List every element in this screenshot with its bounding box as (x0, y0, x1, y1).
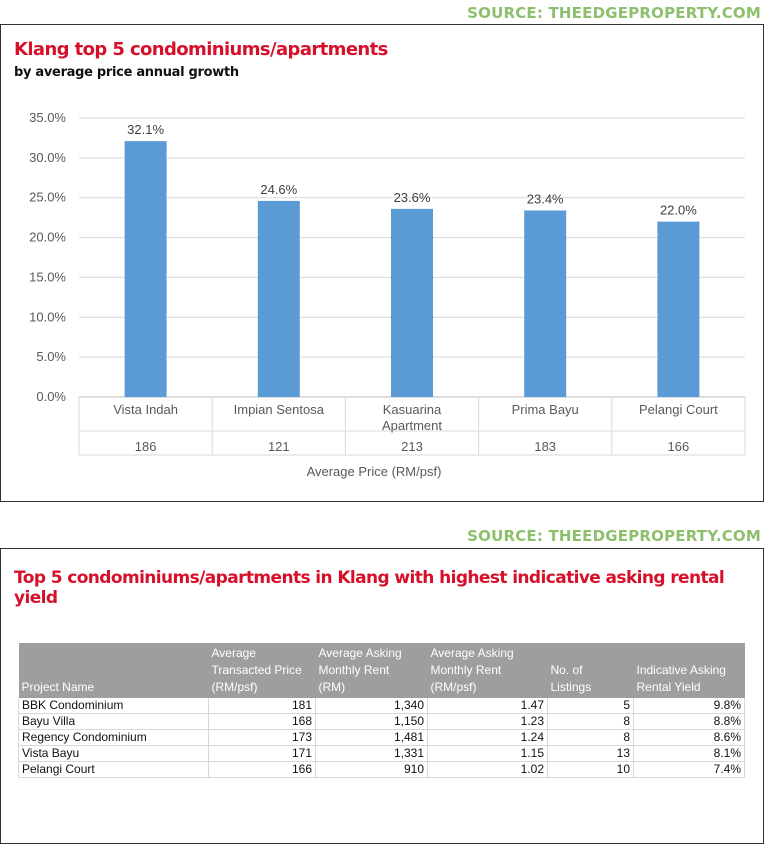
bar (657, 221, 700, 397)
column-header-line: Transacted Price (211, 663, 302, 677)
project-name-cell: Regency Condominium (18, 729, 209, 746)
table-row: Pelangi Court 166 910 1.02 10 7.4% (18, 761, 745, 778)
x-axis-label: Average Price (RM/psf) (307, 464, 442, 479)
data-label: 23.4% (527, 191, 564, 206)
x-tick-label: Vista Indah (113, 402, 178, 417)
column-header-line: Indicative Asking (636, 663, 726, 677)
project-name-cell: Pelangi Court (18, 761, 209, 778)
table-cell: 1,481 (315, 729, 428, 746)
column-header-line: Rental Yield (636, 680, 701, 694)
table-cell: 1.23 (427, 713, 548, 730)
table-cell: 1.47 (427, 698, 548, 714)
table-row: Bayu Villa 168 1,150 1.23 8 8.8% (18, 713, 745, 730)
column-header-line: Average Asking (430, 646, 514, 660)
secondary-tick-label: 186 (135, 439, 157, 454)
x-tick-label: Prima Bayu (512, 402, 579, 417)
table-row: BBK Condominium 181 1,340 1.47 5 9.8% (18, 698, 745, 714)
column-header: Average Transacted Price (RM/psf) (208, 643, 316, 698)
table-cell: 1,331 (315, 745, 428, 762)
table-panel: Top 5 condominiums/apartments in Klang w… (0, 548, 764, 844)
table-cell: 8 (547, 713, 634, 730)
table-cell: 1.02 (427, 761, 548, 778)
column-header-line: Project Name (21, 680, 95, 694)
table-title: Top 5 condominiums/apartments in Klang w… (14, 568, 725, 608)
source-label-2: SOURCE: THEEDGEPROPERTY.COM (467, 527, 761, 545)
y-tick-label: 25.0% (29, 190, 66, 205)
y-tick-label: 15.0% (29, 269, 66, 284)
table-cell: 8.8% (633, 713, 745, 730)
data-label: 23.6% (394, 190, 431, 205)
chart-title: Klang top 5 condominiums/apartments (14, 39, 388, 60)
column-header: Project Name (18, 643, 209, 698)
secondary-tick-label: 166 (668, 439, 690, 454)
y-tick-label: 5.0% (36, 349, 66, 364)
secondary-tick-label: 213 (401, 439, 423, 454)
column-header-line: Average Asking (318, 646, 402, 660)
column-header-line: No. of (550, 663, 583, 677)
table-cell: 8.1% (633, 745, 745, 762)
table-cell: 7.4% (633, 761, 745, 778)
table-cell: 910 (315, 761, 428, 778)
y-tick-label: 10.0% (29, 309, 66, 324)
chart-subtitle: by average price annual growth (14, 65, 239, 80)
table-cell: 168 (208, 713, 316, 730)
x-tick-label: Apartment (382, 418, 442, 433)
bar (391, 208, 433, 397)
table-cell: 5 (547, 698, 634, 714)
column-header: Average Asking Monthly Rent (RM/psf) (427, 643, 548, 698)
table-cell: 8.6% (633, 729, 745, 746)
project-name-cell: Vista Bayu (18, 745, 209, 762)
column-header-line: Average (211, 646, 256, 660)
table-cell: 10 (547, 761, 634, 778)
rental-yield-table: Project Name Average Transacted Price (RM/p… (18, 643, 745, 778)
table-cell: 1,340 (315, 698, 428, 714)
table-cell: 173 (208, 729, 316, 746)
table-cell: 1.24 (427, 729, 548, 746)
project-name-cell: Bayu Villa (18, 713, 209, 730)
table-cell: 166 (208, 761, 316, 778)
x-tick-label: Pelangi Court (639, 402, 718, 417)
column-header-line: (RM) (318, 680, 346, 694)
bar (257, 200, 300, 397)
y-tick-label: 30.0% (29, 150, 66, 165)
project-name-cell: BBK Condominium (18, 698, 209, 714)
table-cell: 8 (547, 729, 634, 746)
x-tick-label: Impian Sentosa (234, 402, 325, 417)
bar (524, 210, 567, 397)
column-header-line: Listings (550, 680, 592, 694)
data-label: 32.1% (127, 122, 164, 137)
table-cell: 1,150 (315, 713, 428, 730)
y-tick-label: 20.0% (29, 230, 66, 245)
table-row: Vista Bayu 171 1,331 1.15 13 8.1% (18, 745, 745, 762)
table-cell: 1.15 (427, 745, 548, 762)
x-tick-label: Kasuarina (383, 402, 442, 417)
table-row: Regency Condominium 173 1,481 1.24 8 8.6% (18, 729, 745, 746)
data-label: 24.6% (260, 182, 297, 197)
bar-chart: 0.0% 5.0% 10.0% 15.0% 20.0% 25.0% 30.0% 35.0% 32… (29, 110, 746, 479)
column-header: Indicative Asking Rental Yield (633, 643, 745, 698)
bar (124, 141, 167, 397)
y-tick-label: 35.0% (29, 110, 66, 125)
column-header-line: (RM/psf) (211, 680, 258, 694)
table-cell: 9.8% (633, 698, 745, 714)
table-cell: 13 (547, 745, 634, 762)
column-header-line: Monthly Rent (430, 663, 502, 677)
secondary-tick-label: 183 (534, 439, 556, 454)
y-tick-label: 0.0% (36, 389, 66, 404)
table-cell: 181 (208, 698, 316, 714)
column-header-line: (RM/psf) (430, 680, 477, 694)
secondary-tick-label: 121 (268, 439, 290, 454)
table-cell: 171 (208, 745, 316, 762)
data-label: 22.0% (660, 203, 697, 218)
chart-panel: 0.0% 5.0% 10.0% 15.0% 20.0% 25.0% 30.0% 35.0% 32… (0, 24, 764, 502)
table-header-row: Project Name Average Transacted Price (RM/p… (18, 643, 745, 698)
column-header-line: Monthly Rent (318, 663, 390, 677)
column-header: Average Asking Monthly Rent (RM) (315, 643, 428, 698)
column-header: No. of Listings (547, 643, 634, 698)
source-label: SOURCE: THEEDGEPROPERTY.COM (467, 4, 761, 22)
